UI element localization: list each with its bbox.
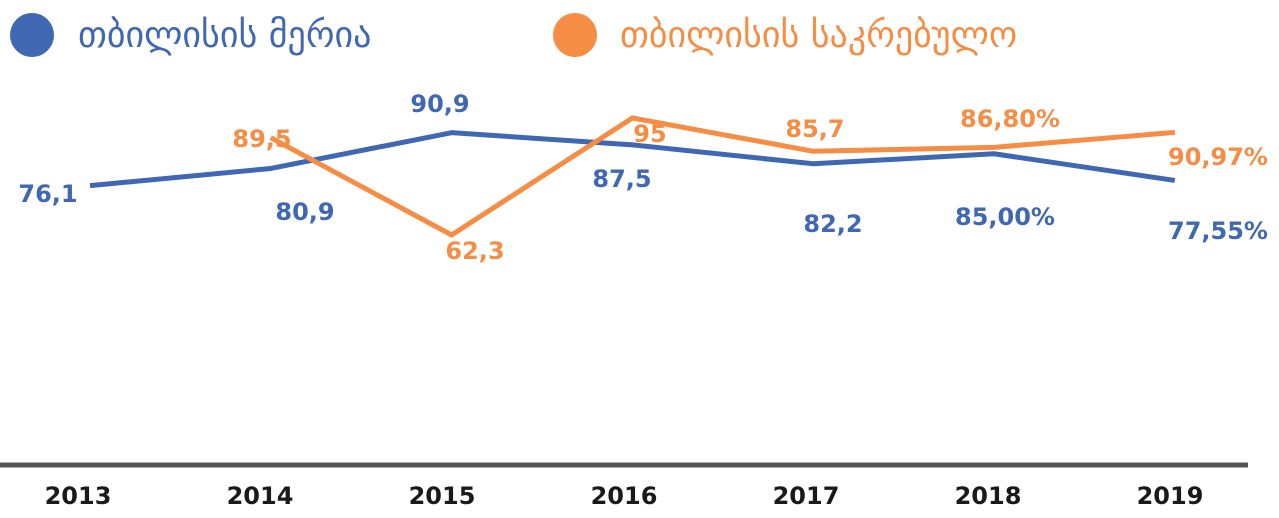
data-label: 90,97% [1168, 143, 1268, 171]
legend-marker [10, 13, 54, 57]
data-label: 76,1 [18, 180, 77, 208]
x-tick-label: 2017 [773, 482, 840, 510]
legend-label: თბილისის მერია [78, 15, 371, 56]
x-tick-label: 2016 [591, 482, 658, 510]
series-line [269, 115, 1176, 238]
x-tick-label: 2014 [227, 482, 294, 510]
data-label: 90,9 [410, 90, 469, 118]
data-label: 82,2 [803, 210, 862, 238]
x-tick-label: 2018 [955, 482, 1022, 510]
data-label: 85,7 [785, 115, 844, 143]
series-line [89, 130, 1176, 189]
data-label: 87,5 [592, 165, 651, 193]
data-label: 62,3 [445, 237, 504, 265]
legend-marker [553, 13, 597, 57]
x-tick-label: 2015 [409, 482, 476, 510]
data-label: 80,9 [275, 198, 334, 226]
legend-label: თბილისის საკრებულო [620, 15, 1017, 56]
data-label: 86,80% [960, 105, 1060, 133]
data-label: 89,5 [232, 125, 291, 153]
data-label: 77,55% [1168, 217, 1268, 245]
data-label: 95 [633, 120, 666, 148]
x-tick-label: 2013 [45, 482, 112, 510]
data-label: 85,00% [955, 203, 1055, 231]
x-tick-label: 2019 [1137, 482, 1204, 510]
